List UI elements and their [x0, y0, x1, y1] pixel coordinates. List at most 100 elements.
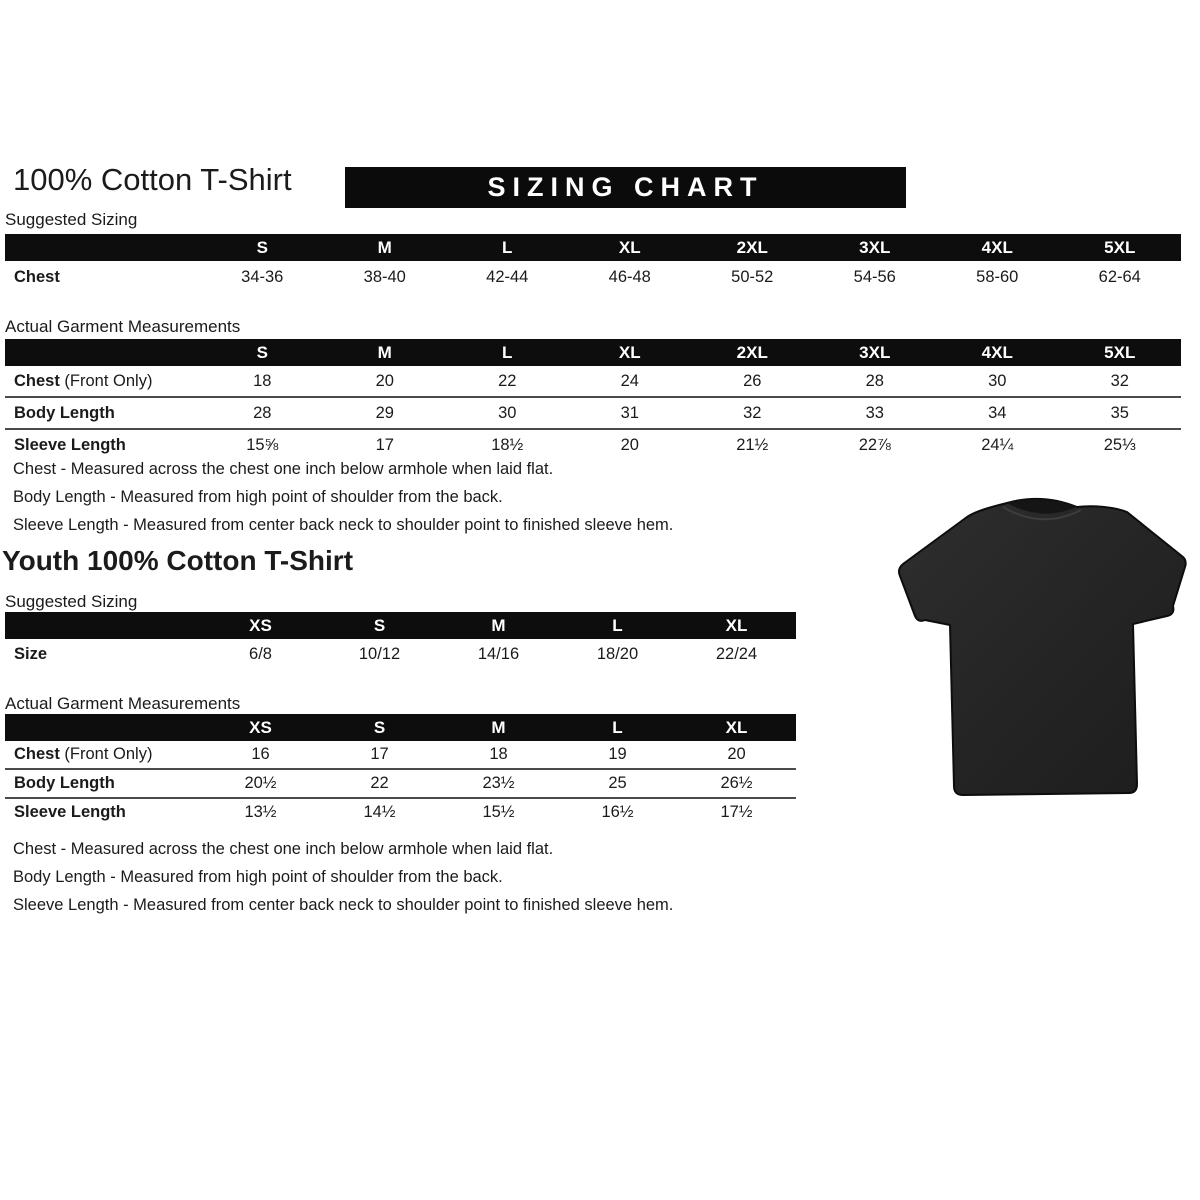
table-cell: 62-64 — [1098, 267, 1141, 286]
table-cell: 13½ — [201, 797, 320, 826]
table-cell: 42-44 — [486, 267, 529, 286]
table-cell: 15½ — [439, 797, 558, 826]
table-cell: 18/20 — [596, 645, 639, 663]
table-cell: 33 — [813, 396, 936, 429]
row-label: Body Length — [5, 768, 201, 798]
table-cell: 30 — [446, 396, 569, 429]
col-header: 4XL — [936, 339, 1059, 366]
table-cell: 24¼ — [936, 428, 1059, 460]
col-header: XS — [201, 714, 320, 741]
header-spacer-cell — [5, 339, 201, 366]
col-header: L — [558, 714, 677, 741]
tshirt-image — [898, 497, 1187, 796]
header-spacer-cell — [5, 612, 201, 639]
table-cell: 18 — [253, 371, 272, 390]
table-row: Sleeve Length 13½ 14½ 15½ 16½ 17½ — [5, 797, 796, 826]
table-header-row: S M L XL 2XL 3XL 4XL 5XL — [5, 234, 1181, 261]
adult-actual-measurements-label: Actual Garment Measurements — [5, 317, 241, 336]
table-cell: 18½ — [446, 428, 569, 460]
adult-suggested-sizing-label: Suggested Sizing — [5, 210, 138, 229]
table-cell: 20 — [568, 428, 691, 460]
table-cell: 15⅝ — [201, 428, 324, 460]
table-cell: 22⅞ — [813, 428, 936, 460]
header-spacer-cell — [5, 714, 201, 741]
col-header: M — [323, 234, 446, 261]
row-label-suffix: (Front Only) — [59, 371, 153, 390]
table-cell: 17½ — [677, 797, 796, 826]
table-cell: 34 — [936, 396, 1059, 429]
table-cell: 25⅓ — [1058, 428, 1181, 460]
youth-suggested-sizing-label: Suggested Sizing — [5, 592, 138, 611]
col-header: XL — [677, 612, 796, 639]
col-header: XL — [677, 714, 796, 741]
youth-actual-measurements-table: XS S M L XL Chest (Front Only) 16 17 18 … — [5, 714, 796, 826]
col-header: S — [320, 612, 439, 639]
tshirt-collar-seam — [1002, 506, 1082, 521]
col-header: XL — [568, 234, 691, 261]
col-header: 5XL — [1058, 234, 1181, 261]
col-header: 4XL — [936, 234, 1059, 261]
note-line: Body Length - Measured from high point o… — [13, 488, 503, 506]
table-cell: 6/8 — [249, 645, 272, 663]
col-header: M — [439, 612, 558, 639]
table-cell: 38-40 — [363, 267, 406, 286]
note-line: Chest - Measured across the chest one in… — [13, 840, 554, 858]
table-cell: 17 — [370, 745, 389, 763]
table-cell: 20½ — [201, 768, 320, 798]
table-cell: 28 — [865, 371, 884, 390]
col-header: L — [558, 612, 677, 639]
col-header: M — [439, 714, 558, 741]
row-label: Sleeve Length — [5, 797, 201, 826]
col-header: XL — [568, 339, 691, 366]
youth-section-title: Youth 100% Cotton T-Shirt — [2, 545, 354, 576]
table-header-row: XS S M L XL — [5, 612, 796, 639]
table-cell: 26 — [743, 371, 762, 390]
table-row: Chest 34-36 38-40 42-44 46-48 50-52 54-5… — [5, 261, 1181, 293]
col-header: L — [446, 234, 569, 261]
table-cell: 58-60 — [976, 267, 1019, 286]
note-line: Sleeve Length - Measured from center bac… — [13, 516, 674, 534]
table-cell: 20 — [727, 745, 746, 763]
note-line: Chest - Measured across the chest one in… — [13, 460, 554, 478]
table-row: Body Length 28 29 30 31 32 33 34 35 — [5, 396, 1181, 429]
col-header: S — [201, 339, 324, 366]
table-cell: 32 — [1110, 371, 1129, 390]
row-label: Chest (Front Only) — [14, 745, 153, 763]
youth-suggested-sizing-table: XS S M L XL Size 6/8 10/12 14/16 18/20 2… — [5, 612, 796, 670]
table-cell: 20 — [375, 371, 394, 390]
row-label-suffix: (Front Only) — [59, 745, 153, 763]
col-header: 5XL — [1058, 339, 1181, 366]
table-row: Sleeve Length 15⅝ 17 18½ 20 21½ 22⅞ 24¼ … — [5, 428, 1181, 460]
adult-suggested-sizing-table: S M L XL 2XL 3XL 4XL 5XL Chest 34-36 38-… — [5, 234, 1181, 293]
table-cell: 34-36 — [241, 267, 284, 286]
table-cell: 29 — [323, 396, 446, 429]
table-row: Size 6/8 10/12 14/16 18/20 22/24 — [5, 639, 796, 670]
table-cell: 28 — [201, 396, 324, 429]
table-cell: 54-56 — [853, 267, 896, 286]
table-cell: 17 — [323, 428, 446, 460]
row-label: Chest (Front Only) — [14, 371, 153, 390]
row-label: Body Length — [5, 396, 201, 429]
col-header: 2XL — [691, 234, 814, 261]
table-cell: 10/12 — [358, 645, 401, 663]
tshirt-silhouette — [898, 497, 1187, 796]
col-header: XS — [201, 612, 320, 639]
adult-measurement-notes: Chest - Measured across the chest one in… — [13, 460, 673, 544]
table-header-row: XS S M L XL — [5, 714, 796, 741]
table-cell: 23½ — [439, 768, 558, 798]
table-cell: 22 — [498, 371, 517, 390]
table-cell: 26½ — [677, 768, 796, 798]
page-title: 100% Cotton T-Shirt — [13, 162, 292, 197]
tshirt-collar-opening — [1007, 499, 1077, 514]
table-cell: 14½ — [320, 797, 439, 826]
table-cell: 19 — [608, 745, 627, 763]
table-cell: 46-48 — [608, 267, 651, 286]
col-header: S — [201, 234, 324, 261]
col-header: L — [446, 339, 569, 366]
table-cell: 24 — [620, 371, 639, 390]
table-cell: 14/16 — [477, 645, 520, 663]
row-label: Chest — [14, 267, 60, 286]
youth-measurement-notes: Chest - Measured across the chest one in… — [13, 840, 673, 924]
table-cell: 35 — [1058, 396, 1181, 429]
